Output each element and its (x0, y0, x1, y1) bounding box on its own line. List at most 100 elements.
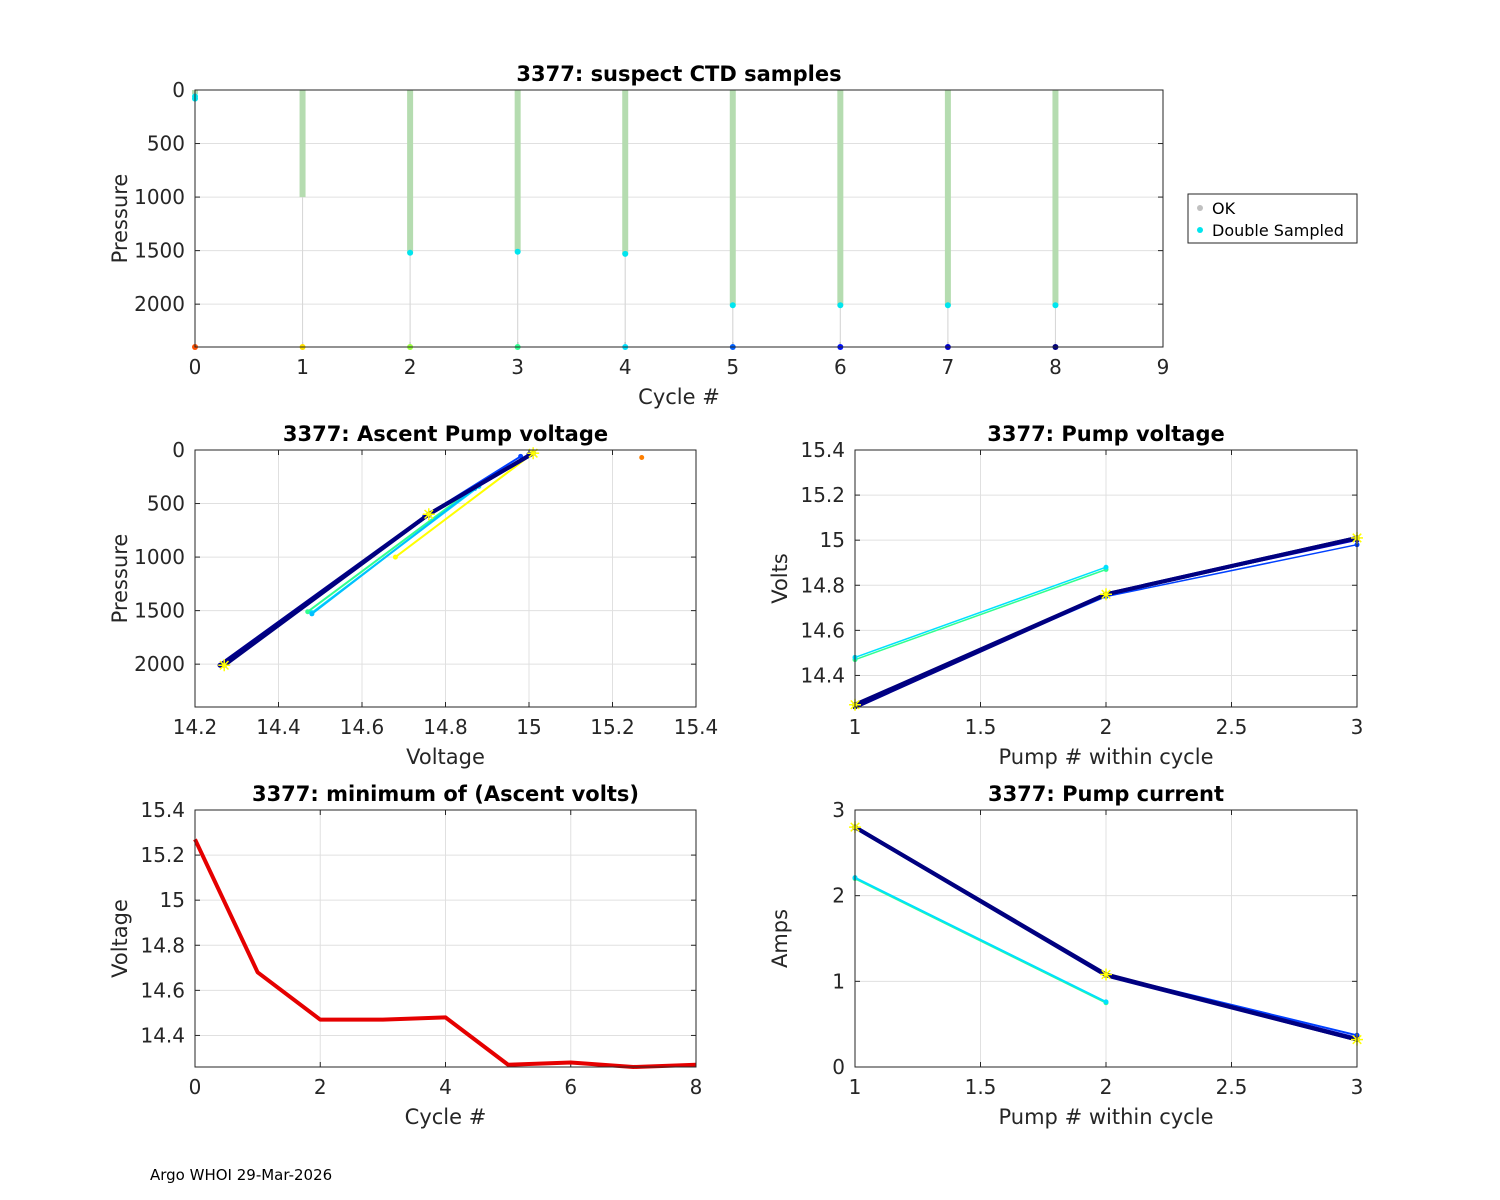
x-tick-label: 2 (1100, 1075, 1113, 1099)
x-tick-label: 3 (1351, 715, 1364, 739)
y-tick-label: 1 (832, 969, 845, 993)
axes-box (854, 809, 1358, 1068)
chart-ctd-samples: 0 1 2 3 4 5 6 7 8 9 0 500 1000 1500 2000 3377: suspect … (108, 62, 1358, 409)
double-sampled-point (622, 250, 629, 257)
star-marker-stroke (1101, 589, 1111, 600)
y-tick-label: 14.6 (800, 618, 845, 642)
footer-credit: Argo WHOI 29-Mar-2026 (150, 1166, 333, 1184)
y-tick-label: 0 (172, 438, 185, 462)
data-point (392, 554, 398, 560)
y-tick-label: 14.4 (800, 663, 845, 687)
x-axis-label: Cycle # (405, 1105, 487, 1129)
chart-title: 3377: minimum of (Ascent volts) (252, 782, 639, 806)
series-line (854, 568, 1107, 661)
y-tick-label: 1000 (134, 185, 185, 209)
x-tick-label: 14.4 (256, 715, 301, 739)
y-tick-label: 3 (832, 798, 845, 822)
x-tick-label: 8 (1049, 355, 1062, 379)
x-tick-label: 7 (942, 355, 955, 379)
double-sampled-point (1052, 302, 1059, 309)
x-tick-label: 4 (439, 1075, 452, 1099)
x-tick-label: 14.8 (423, 715, 468, 739)
star-marker-stroke (1101, 969, 1111, 980)
data-point (1103, 564, 1109, 570)
series-line (394, 452, 535, 559)
x-tick-label: 1 (849, 1075, 862, 1099)
y-tick-label: 2 (832, 884, 845, 908)
y-tick-label: 15.4 (140, 798, 185, 822)
axes-box (194, 449, 697, 708)
y-tick-label: 500 (147, 132, 185, 156)
y-tick-label: 15.4 (800, 438, 845, 462)
series-line (854, 876, 1107, 1003)
chart-title: 3377: Pump current (988, 782, 1224, 806)
series-line (854, 566, 1107, 659)
y-tick-label: 1000 (134, 545, 185, 569)
axes-box (194, 809, 697, 1068)
series-line (193, 838, 697, 1069)
x-tick-label: 5 (726, 355, 739, 379)
axes-box (854, 449, 1358, 708)
x-tick-label: 0 (189, 355, 202, 379)
legend-double-label: Double Sampled (1212, 221, 1344, 240)
data-point (1103, 999, 1109, 1005)
legend: OK Double Sampled (1187, 193, 1358, 244)
y-tick-label: 0 (172, 78, 185, 102)
x-tick-label: 4 (619, 355, 632, 379)
y-axis-label: Volts (768, 553, 792, 604)
x-tick-label: 15.4 (674, 715, 719, 739)
double-sampled-point (514, 248, 521, 255)
y-axis-label: Pressure (108, 534, 132, 624)
x-tick-label: 1.5 (965, 715, 997, 739)
double-sampled-point (729, 302, 736, 309)
star-marker-stroke (424, 509, 434, 520)
x-tick-label: 0 (189, 1075, 202, 1099)
y-tick-label: 14.8 (140, 933, 185, 957)
y-tick-label: 15.2 (800, 483, 845, 507)
x-tick-label: 2 (314, 1075, 327, 1099)
x-tick-label: 3 (1351, 1075, 1364, 1099)
chart-pump-voltage: 1 1.5 2 2.5 3 14.4 14.6 14.8 15 15.2 15.4 3377: Pum… (768, 422, 1363, 769)
x-tick-label: 1 (296, 355, 309, 379)
chart-title: 3377: suspect CTD samples (516, 62, 841, 86)
star-marker-stroke (219, 660, 229, 671)
axes-box (194, 89, 1164, 348)
series-line (310, 487, 476, 615)
x-tick-label: 6 (834, 355, 847, 379)
x-tick-label: 1.5 (965, 1075, 997, 1099)
x-tick-label: 14.2 (173, 715, 218, 739)
x-tick-label: 1 (849, 715, 862, 739)
y-tick-label: 500 (147, 492, 185, 516)
series-line (306, 486, 476, 613)
legend-ok-marker (1197, 205, 1203, 211)
legend-box (1187, 193, 1358, 244)
y-tick-label: 2000 (134, 292, 185, 316)
x-tick-label: 2 (404, 355, 417, 379)
data-point (639, 454, 645, 460)
data-point (305, 609, 311, 615)
x-axis-label: Voltage (406, 745, 485, 769)
x-axis-label: Cycle # (638, 385, 720, 409)
y-tick-label: 15.2 (140, 843, 185, 867)
double-sampled-point (837, 302, 844, 309)
y-tick-label: 2000 (134, 652, 185, 676)
y-tick-label: 14.6 (140, 978, 185, 1002)
x-tick-label: 9 (1157, 355, 1170, 379)
y-axis-label: Amps (768, 909, 792, 968)
y-axis-label: Voltage (108, 899, 132, 978)
chart-min-ascent-volts: 0 2 4 6 8 14.4 14.6 14.8 15 15.2 15.4 3377: minimum… (108, 782, 702, 1129)
y-tick-label: 1500 (134, 239, 185, 263)
y-axis-label: Pressure (108, 174, 132, 264)
y-tick-label: 1500 (134, 599, 185, 623)
double-sampled-point (944, 302, 951, 309)
x-axis-label: Pump # within cycle (999, 745, 1214, 769)
legend-ok-label: OK (1212, 199, 1236, 218)
x-tick-label: 14.6 (340, 715, 385, 739)
chart-ascent-pump-voltage: 14.2 14.4 14.6 14.8 15 15.2 15.4 0 500 1000 1500 20… (108, 422, 718, 769)
y-tick-label: 0 (832, 1055, 845, 1079)
x-tick-label: 15.2 (590, 715, 635, 739)
chart-title: 3377: Pump voltage (987, 422, 1225, 446)
chart-title: 3377: Ascent Pump voltage (283, 422, 608, 446)
